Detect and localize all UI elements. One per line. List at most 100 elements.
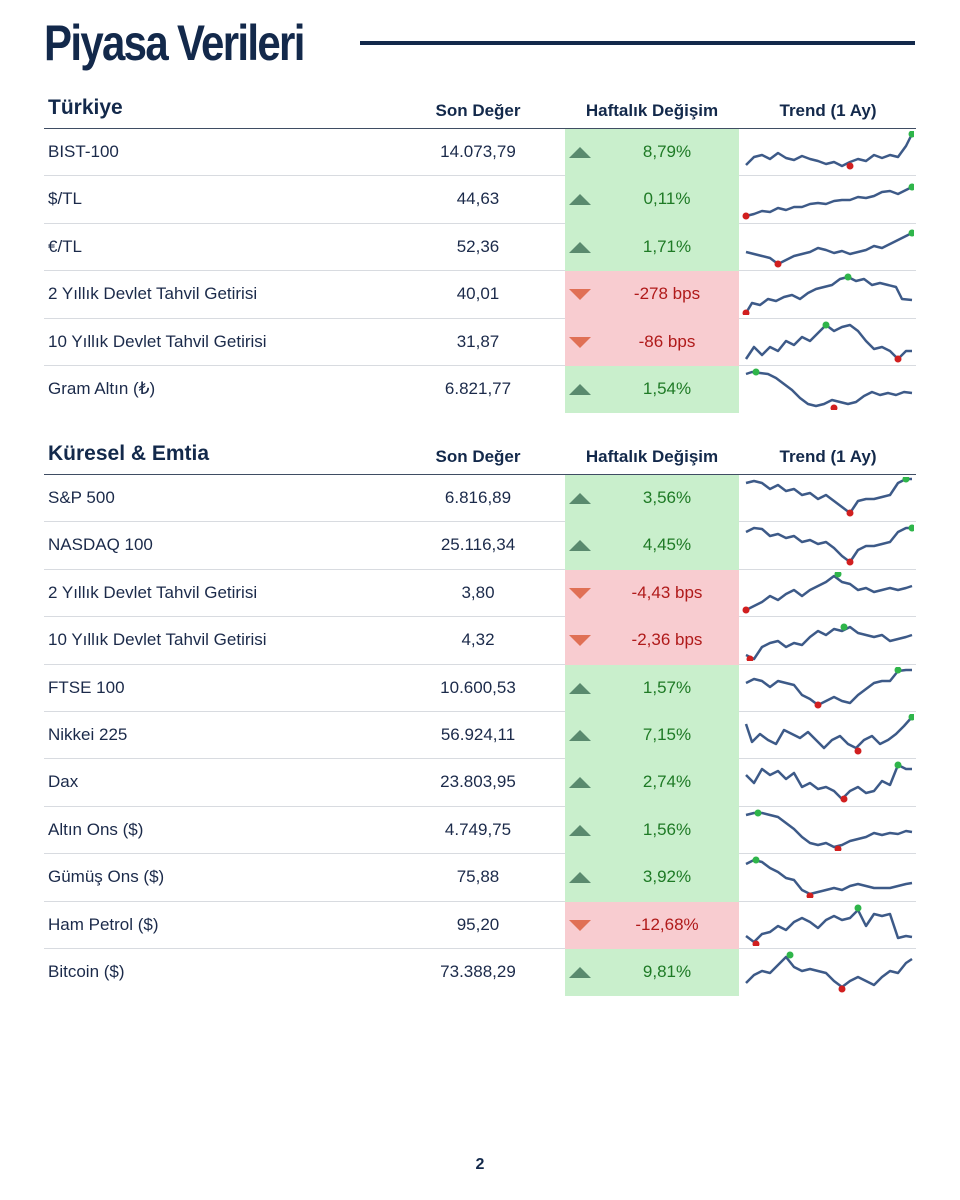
sparkline-min-dot — [846, 509, 854, 517]
section-title: Küresel & Emtia — [48, 442, 210, 465]
row-name: 10 Yıllık Devlet Tahvil Getirisi — [48, 331, 267, 351]
change-text: 1,54% — [642, 378, 692, 398]
change-cell: 1,57% — [565, 664, 739, 712]
row-name: Gümüş Ons ($) — [48, 867, 165, 887]
down-arrow-icon — [569, 289, 591, 301]
column-header-value: Son Değer — [435, 447, 521, 466]
row-value: 25.116,34 — [440, 535, 516, 555]
sparkline-chart — [742, 273, 913, 316]
change-text: -86 bps — [638, 331, 696, 351]
change-cell: -12,68% — [565, 901, 739, 949]
change-cell: -2,36 bps — [565, 617, 739, 665]
sparkline-line — [745, 811, 913, 848]
section-header: Türkiye Son Değer Haftalık Değişim Trend… — [44, 90, 916, 129]
row-value: 14.073,79 — [440, 142, 516, 161]
sparkline-line — [745, 668, 912, 706]
up-arrow-icon — [569, 540, 591, 552]
row-value: 23.803,95 — [440, 772, 516, 792]
row-name: Altın Ons ($) — [48, 819, 144, 839]
table-row: Ham Petrol ($) 95,20 -12,68% — [44, 901, 916, 949]
sparkline-line — [745, 625, 913, 661]
row-value: 40,01 — [456, 284, 500, 304]
change-cell: 1,56% — [565, 806, 739, 855]
sparkline-min-dot — [742, 606, 750, 614]
sparkline-min-dot — [774, 260, 782, 268]
sparkline-min-dot — [814, 701, 822, 709]
sparkline-min-dot — [742, 309, 750, 316]
table-row: 10 Yıllık Devlet Tahvil Getirisi 31,87 -… — [44, 318, 916, 366]
page-number: 2 — [475, 1156, 485, 1173]
row-name: 2 Yıllık Devlet Tahvil Getirisi — [48, 582, 258, 602]
row-value: 44,63 — [456, 189, 500, 209]
up-arrow-icon — [569, 147, 591, 158]
change-text: 1,71% — [642, 236, 692, 256]
up-arrow-icon — [569, 729, 591, 741]
row-value: 73.388,29 — [440, 961, 516, 981]
sparkline-chart — [745, 856, 913, 899]
row-name: $/TL — [48, 189, 83, 209]
sparkline-line — [744, 275, 913, 314]
row-value: 6.816,89 — [444, 488, 512, 507]
sparkline-line — [745, 477, 912, 515]
column-header-trend: Trend (1 Ay) — [779, 101, 877, 120]
change-cell: 0,11% — [565, 176, 739, 224]
table-row: BIST-100 14.073,79 8,79% — [44, 129, 916, 177]
up-arrow-icon — [569, 682, 591, 694]
sparkline-line — [745, 908, 913, 943]
row-name: Dax — [48, 772, 79, 792]
row-value: 6.821,77 — [444, 378, 512, 398]
up-arrow-icon — [569, 777, 591, 789]
sparkline-line — [745, 186, 913, 218]
table-row: Dax 23.803,95 2,74% — [44, 759, 916, 807]
change-text: 0,11% — [643, 189, 691, 209]
change-text: -12,68% — [635, 914, 699, 934]
up-arrow-icon — [569, 383, 591, 395]
row-name: 2 Yıllık Devlet Tahvil Getirisi — [48, 284, 258, 304]
change-cell: 1,54% — [565, 365, 739, 414]
change-text: -4,43 bps — [631, 582, 703, 602]
change-text: -278 bps — [633, 284, 701, 304]
down-arrow-icon — [569, 587, 591, 599]
change-text: 2,74% — [642, 772, 692, 792]
table-row: NASDAQ 100 25.116,34 4,45% — [44, 522, 916, 570]
sparkline-line — [744, 323, 912, 360]
sparkline-min-dot — [746, 655, 754, 662]
up-arrow-icon — [569, 872, 591, 884]
row-value: 75,88 — [456, 867, 500, 887]
sparkline-max-dot — [840, 623, 848, 631]
sparkline-max-dot — [834, 571, 842, 578]
row-value: 52,36 — [456, 236, 500, 256]
up-arrow-icon — [569, 824, 591, 836]
change-cell: -4,43 bps — [565, 569, 739, 618]
sparkline-chart — [745, 368, 913, 410]
row-value: 4,32 — [461, 630, 495, 650]
column-header-change: Haftalık Değişim — [585, 447, 719, 466]
row-name: S&P 500 — [48, 488, 115, 507]
sparkline-max-dot — [908, 229, 914, 237]
sparkline-chart — [744, 713, 914, 755]
change-text: 1,56% — [642, 819, 692, 839]
table-row: 2 Yıllık Devlet Tahvil Getirisi 3,80 -4,… — [44, 569, 916, 618]
up-arrow-icon — [569, 241, 591, 253]
sparkline-line — [745, 231, 913, 266]
sparkline-max-dot — [754, 809, 762, 817]
title-rule — [360, 41, 915, 45]
row-name: Ham Petrol ($) — [48, 914, 159, 934]
change-text: 4,45% — [642, 535, 692, 555]
change-text: 7,15% — [642, 724, 692, 744]
table-row: Bitcoin ($) 73.388,29 9,81% — [44, 948, 916, 997]
sparkline-line — [744, 716, 913, 750]
sparkline-max-dot — [908, 183, 914, 191]
row-name: Bitcoin ($) — [48, 961, 125, 981]
sparkline-max-dot — [894, 666, 902, 674]
up-arrow-icon — [569, 966, 591, 978]
change-cell: -278 bps — [565, 271, 739, 319]
sparkline-line — [745, 527, 912, 564]
sparkline-max-dot — [908, 131, 914, 138]
row-value: 3,80 — [461, 582, 495, 602]
column-header-value: Son Değer — [435, 101, 521, 120]
column-header-trend: Trend (1 Ay) — [779, 447, 877, 466]
change-cell: 9,81% — [565, 948, 739, 997]
sparkline-max-dot — [844, 273, 852, 281]
row-name: Gram Altın (₺) — [48, 378, 156, 398]
